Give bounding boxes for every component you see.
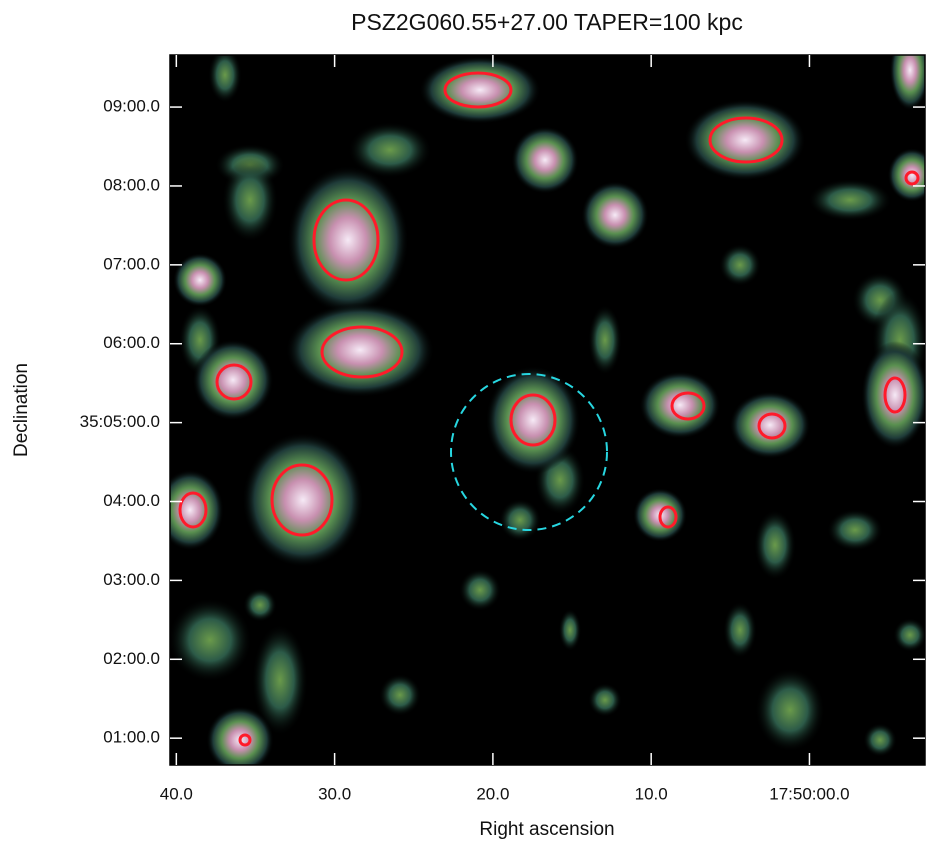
- contour: [904, 170, 920, 186]
- y-tick-label: 03:00.0: [103, 570, 160, 589]
- bright-emission: [170, 469, 224, 551]
- bright-emission: [511, 126, 579, 194]
- faint-emission: [755, 668, 825, 752]
- faint-emission: [863, 723, 897, 757]
- y-tick-label: 07:00.0: [103, 254, 160, 273]
- faint-emission: [588, 305, 622, 375]
- frame: [169, 54, 926, 766]
- contour: [708, 116, 784, 164]
- bright-emission: [242, 432, 364, 568]
- bright-emission: [485, 366, 581, 474]
- faint-emission: [170, 598, 252, 682]
- faint-emission: [808, 179, 892, 221]
- contour: [270, 463, 334, 537]
- x-tick-label: 20.0: [476, 784, 509, 803]
- faint-emission: [893, 618, 925, 652]
- y-tick-label: 02:00.0: [103, 649, 160, 668]
- faint-emission: [558, 609, 582, 651]
- contour: [320, 325, 404, 379]
- bright-emission: [192, 339, 274, 421]
- contour: [658, 505, 678, 529]
- x-tick-label: 17:50:00.0: [769, 784, 849, 803]
- cluster-circle: [450, 373, 608, 531]
- faint-emission: [208, 55, 242, 103]
- contour: [670, 391, 706, 421]
- contour: [509, 393, 557, 447]
- y-tick-label: 35:05:00.0: [80, 412, 160, 431]
- bright-emission: [861, 341, 925, 449]
- faint-emission: [348, 122, 432, 178]
- bright-emission: [889, 55, 925, 111]
- faint-emission: [459, 569, 501, 611]
- y-tick-label: 01:00.0: [103, 728, 160, 747]
- x-axis-label: Right ascension: [479, 819, 614, 840]
- faint-emission: [222, 158, 278, 242]
- bright-emission: [639, 371, 721, 439]
- faint-emission: [754, 510, 796, 580]
- chart-title: PSZ2G060.55+27.00 TAPER=100 kpc: [351, 9, 743, 35]
- y-tick-label: 04:00.0: [103, 491, 160, 510]
- bright-emission: [206, 706, 274, 765]
- contour: [312, 198, 380, 282]
- faint-emission: [719, 244, 761, 286]
- contour: [238, 733, 252, 747]
- contour: [178, 491, 208, 529]
- faint-emission: [379, 674, 421, 716]
- bright-emission: [729, 391, 811, 459]
- contour: [215, 363, 253, 401]
- faint-emission: [499, 499, 541, 541]
- y-tick-label: 06:00.0: [103, 333, 160, 352]
- bright-emission: [173, 253, 227, 307]
- bright-emission: [887, 148, 925, 202]
- x-tick-label: 40.0: [160, 784, 193, 803]
- bright-emission: [684, 99, 806, 181]
- contour: [757, 412, 787, 440]
- faint-emission: [252, 624, 308, 736]
- y-tick-label: 08:00.0: [103, 175, 160, 194]
- faint-emission: [827, 509, 883, 551]
- y-axis-label: Declination: [11, 363, 32, 457]
- faint-emission: [588, 683, 622, 717]
- contour: [443, 71, 513, 109]
- faint-emission: [243, 588, 277, 622]
- bright-emission: [287, 165, 409, 315]
- contours: [178, 71, 920, 747]
- bright-emission: [581, 181, 649, 249]
- x-tick-label: 30.0: [318, 784, 351, 803]
- x-tick-label: 10.0: [635, 784, 668, 803]
- y-tick-label: 09:00.0: [103, 97, 160, 116]
- contour: [883, 376, 907, 414]
- image-emission: [170, 55, 925, 765]
- bright-emission: [285, 302, 435, 398]
- bright-emission: [419, 56, 541, 124]
- faint-emission: [723, 602, 757, 658]
